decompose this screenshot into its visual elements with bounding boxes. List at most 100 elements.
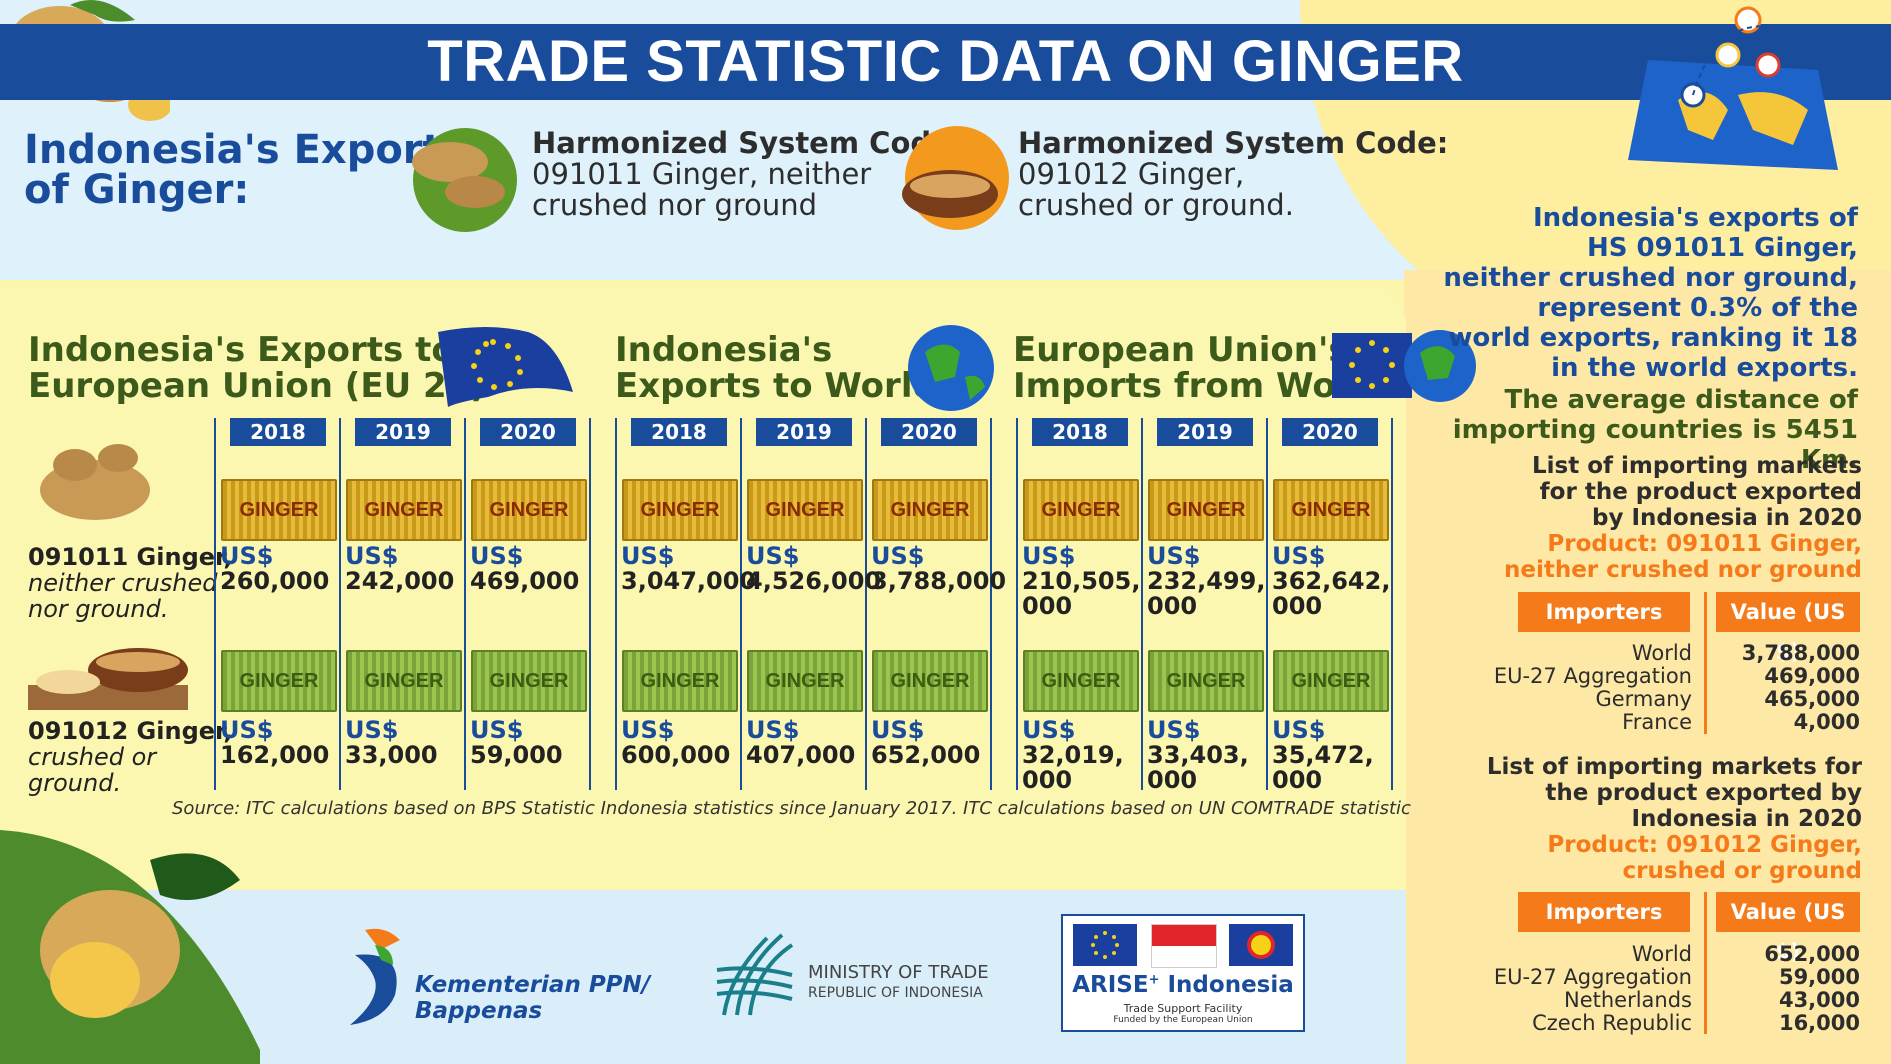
shipping-container-icon: GINGER bbox=[747, 650, 863, 712]
shipping-container-icon: GINGER bbox=[221, 650, 337, 712]
world-share-stat: Indonesia's exports of HS 091011 Ginger,… bbox=[1443, 203, 1858, 383]
shipping-container-icon: GINGER bbox=[221, 479, 337, 541]
importers-header: Importers bbox=[1518, 592, 1690, 632]
year-label: 2019 bbox=[756, 418, 852, 446]
value-list: 652,000 59,000 43,000 16,000 bbox=[1764, 942, 1860, 1035]
source-note: Source: ITC calculations based on BPS St… bbox=[172, 798, 1411, 819]
product-label-1: 091011 Ginger, neither crushed nor groun… bbox=[28, 543, 233, 623]
importer-list: World EU-27 Aggregation Germany France bbox=[1493, 641, 1692, 734]
hs-code-2: Harmonized System Code: 091012 Ginger, c… bbox=[1018, 126, 1449, 222]
divider bbox=[1704, 892, 1707, 1034]
globe-icon bbox=[908, 325, 994, 411]
section-heading-eu: Indonesia's Exports to European Union (E… bbox=[28, 330, 486, 406]
importer-list: World EU-27 Aggregation Netherlands Czec… bbox=[1493, 942, 1692, 1035]
divider bbox=[339, 418, 341, 790]
export-value: US$ 652,000 bbox=[871, 716, 981, 769]
ginger-root-icon bbox=[40, 444, 150, 520]
export-value: US$ 3,047,000 bbox=[621, 542, 757, 595]
indonesia-flag-icon bbox=[1151, 924, 1217, 968]
import-value: US$ 32,019, 000 bbox=[1022, 716, 1124, 794]
year-label: 2018 bbox=[230, 418, 326, 446]
export-value: US$ 3,788,000 bbox=[871, 542, 1007, 595]
arise-logo-name: ARISE+ Indonesia bbox=[1072, 972, 1294, 998]
section-heading-eu-imports: European Union's Imports from World bbox=[1013, 330, 1389, 406]
eu-flag-icon bbox=[1073, 924, 1137, 966]
arise-logo-subtitle: Trade Support Facility bbox=[1123, 1002, 1243, 1015]
ginger-powder-icon bbox=[28, 648, 188, 710]
intro-heading: Indonesia's Exports of Ginger: bbox=[24, 127, 466, 213]
distance-stat: The average distance of importing countr… bbox=[1452, 385, 1858, 475]
year-label: 2018 bbox=[631, 418, 727, 446]
divider bbox=[990, 418, 992, 790]
divider bbox=[615, 418, 617, 790]
divider bbox=[865, 418, 867, 790]
product-label-2: 091012 Ginger, crushed or ground. bbox=[28, 717, 233, 797]
divider bbox=[464, 418, 466, 790]
year-label: 2019 bbox=[1157, 418, 1253, 446]
value-header: Value (US $) bbox=[1716, 592, 1860, 664]
export-value: US$ 600,000 bbox=[621, 716, 731, 769]
ginger-slice-icon bbox=[0, 830, 260, 1064]
divider bbox=[1016, 418, 1018, 790]
divider bbox=[1391, 418, 1393, 790]
export-value: US$ 162,000 bbox=[220, 716, 330, 769]
bappenas-logo-icon bbox=[350, 928, 400, 1025]
value-list: 3,788,000 469,000 465,000 4,000 bbox=[1741, 641, 1860, 734]
export-value: US$ 4,526,000 bbox=[746, 542, 882, 595]
world-map-icon bbox=[1628, 6, 1838, 170]
shipping-container-icon: GINGER bbox=[1148, 479, 1264, 541]
shipping-container-icon: GINGER bbox=[1023, 650, 1139, 712]
divider bbox=[1704, 592, 1707, 734]
shipping-container-icon: GINGER bbox=[872, 479, 988, 541]
ministry-of-trade-logo-text: MINISTRY OF TRADE REPUBLIC OF INDONESIA bbox=[808, 962, 989, 1001]
list2-title: List of importing markets for the produc… bbox=[1486, 754, 1862, 884]
page-title: TRADE STATISTIC DATA ON GINGER bbox=[427, 29, 1464, 94]
export-value: US$ 59,000 bbox=[470, 716, 563, 769]
shipping-container-icon: GINGER bbox=[622, 479, 738, 541]
shipping-container-icon: GINGER bbox=[471, 650, 587, 712]
import-value: US$ 362,642, 000 bbox=[1272, 542, 1391, 620]
import-value: US$ 33,403, 000 bbox=[1147, 716, 1249, 794]
year-label: 2019 bbox=[355, 418, 451, 446]
divider bbox=[740, 418, 742, 790]
asean-flag-icon bbox=[1229, 924, 1293, 966]
shipping-container-icon: GINGER bbox=[872, 650, 988, 712]
section-heading-world: Indonesia's Exports to World bbox=[615, 330, 937, 406]
ministry-of-trade-logo-icon bbox=[716, 933, 794, 1016]
main-background bbox=[0, 285, 1406, 890]
divider bbox=[1141, 418, 1143, 790]
year-label: 2020 bbox=[1282, 418, 1378, 446]
import-value: US$ 35,472, 000 bbox=[1272, 716, 1374, 794]
divider bbox=[214, 418, 216, 790]
shipping-container-icon: GINGER bbox=[622, 650, 738, 712]
title-banner bbox=[0, 24, 1891, 100]
arise-logo: ARISE+ Indonesia Trade Support Facility … bbox=[1061, 914, 1305, 1032]
export-value: US$ 407,000 bbox=[746, 716, 856, 769]
year-label: 2020 bbox=[480, 418, 576, 446]
ginger-root-icon bbox=[412, 128, 517, 232]
divider bbox=[589, 418, 591, 790]
divider bbox=[1266, 418, 1268, 790]
shipping-container-icon: GINGER bbox=[1273, 650, 1389, 712]
hs-code-1: Harmonized System Code: 091011 Ginger, n… bbox=[532, 126, 963, 222]
import-value: US$ 210,505, 000 bbox=[1022, 542, 1141, 620]
shipping-container-icon: GINGER bbox=[346, 479, 462, 541]
shipping-container-icon: GINGER bbox=[1148, 650, 1264, 712]
year-label: 2020 bbox=[881, 418, 977, 446]
eu-flag-globe-icon bbox=[1332, 330, 1476, 402]
year-label: 2018 bbox=[1032, 418, 1128, 446]
shipping-container-icon: GINGER bbox=[1273, 479, 1389, 541]
ginger-powder-icon bbox=[902, 126, 1009, 230]
value-header: Value (US $) bbox=[1716, 892, 1860, 964]
shipping-container-icon: GINGER bbox=[747, 479, 863, 541]
export-value: US$ 469,000 bbox=[470, 542, 580, 595]
import-value: US$ 232,499, 000 bbox=[1147, 542, 1266, 620]
export-value: US$ 242,000 bbox=[345, 542, 455, 595]
shipping-container-icon: GINGER bbox=[346, 650, 462, 712]
shipping-container-icon: GINGER bbox=[1023, 479, 1139, 541]
list1-title: List of importing markets for the produc… bbox=[1503, 453, 1862, 583]
eu-flag-icon bbox=[438, 327, 573, 407]
importers-header: Importers bbox=[1518, 892, 1690, 932]
arise-logo-funded: Funded by the European Union bbox=[1113, 1015, 1253, 1025]
bappenas-logo-text: Kementerian PPN/ Bappenas bbox=[415, 972, 651, 1024]
